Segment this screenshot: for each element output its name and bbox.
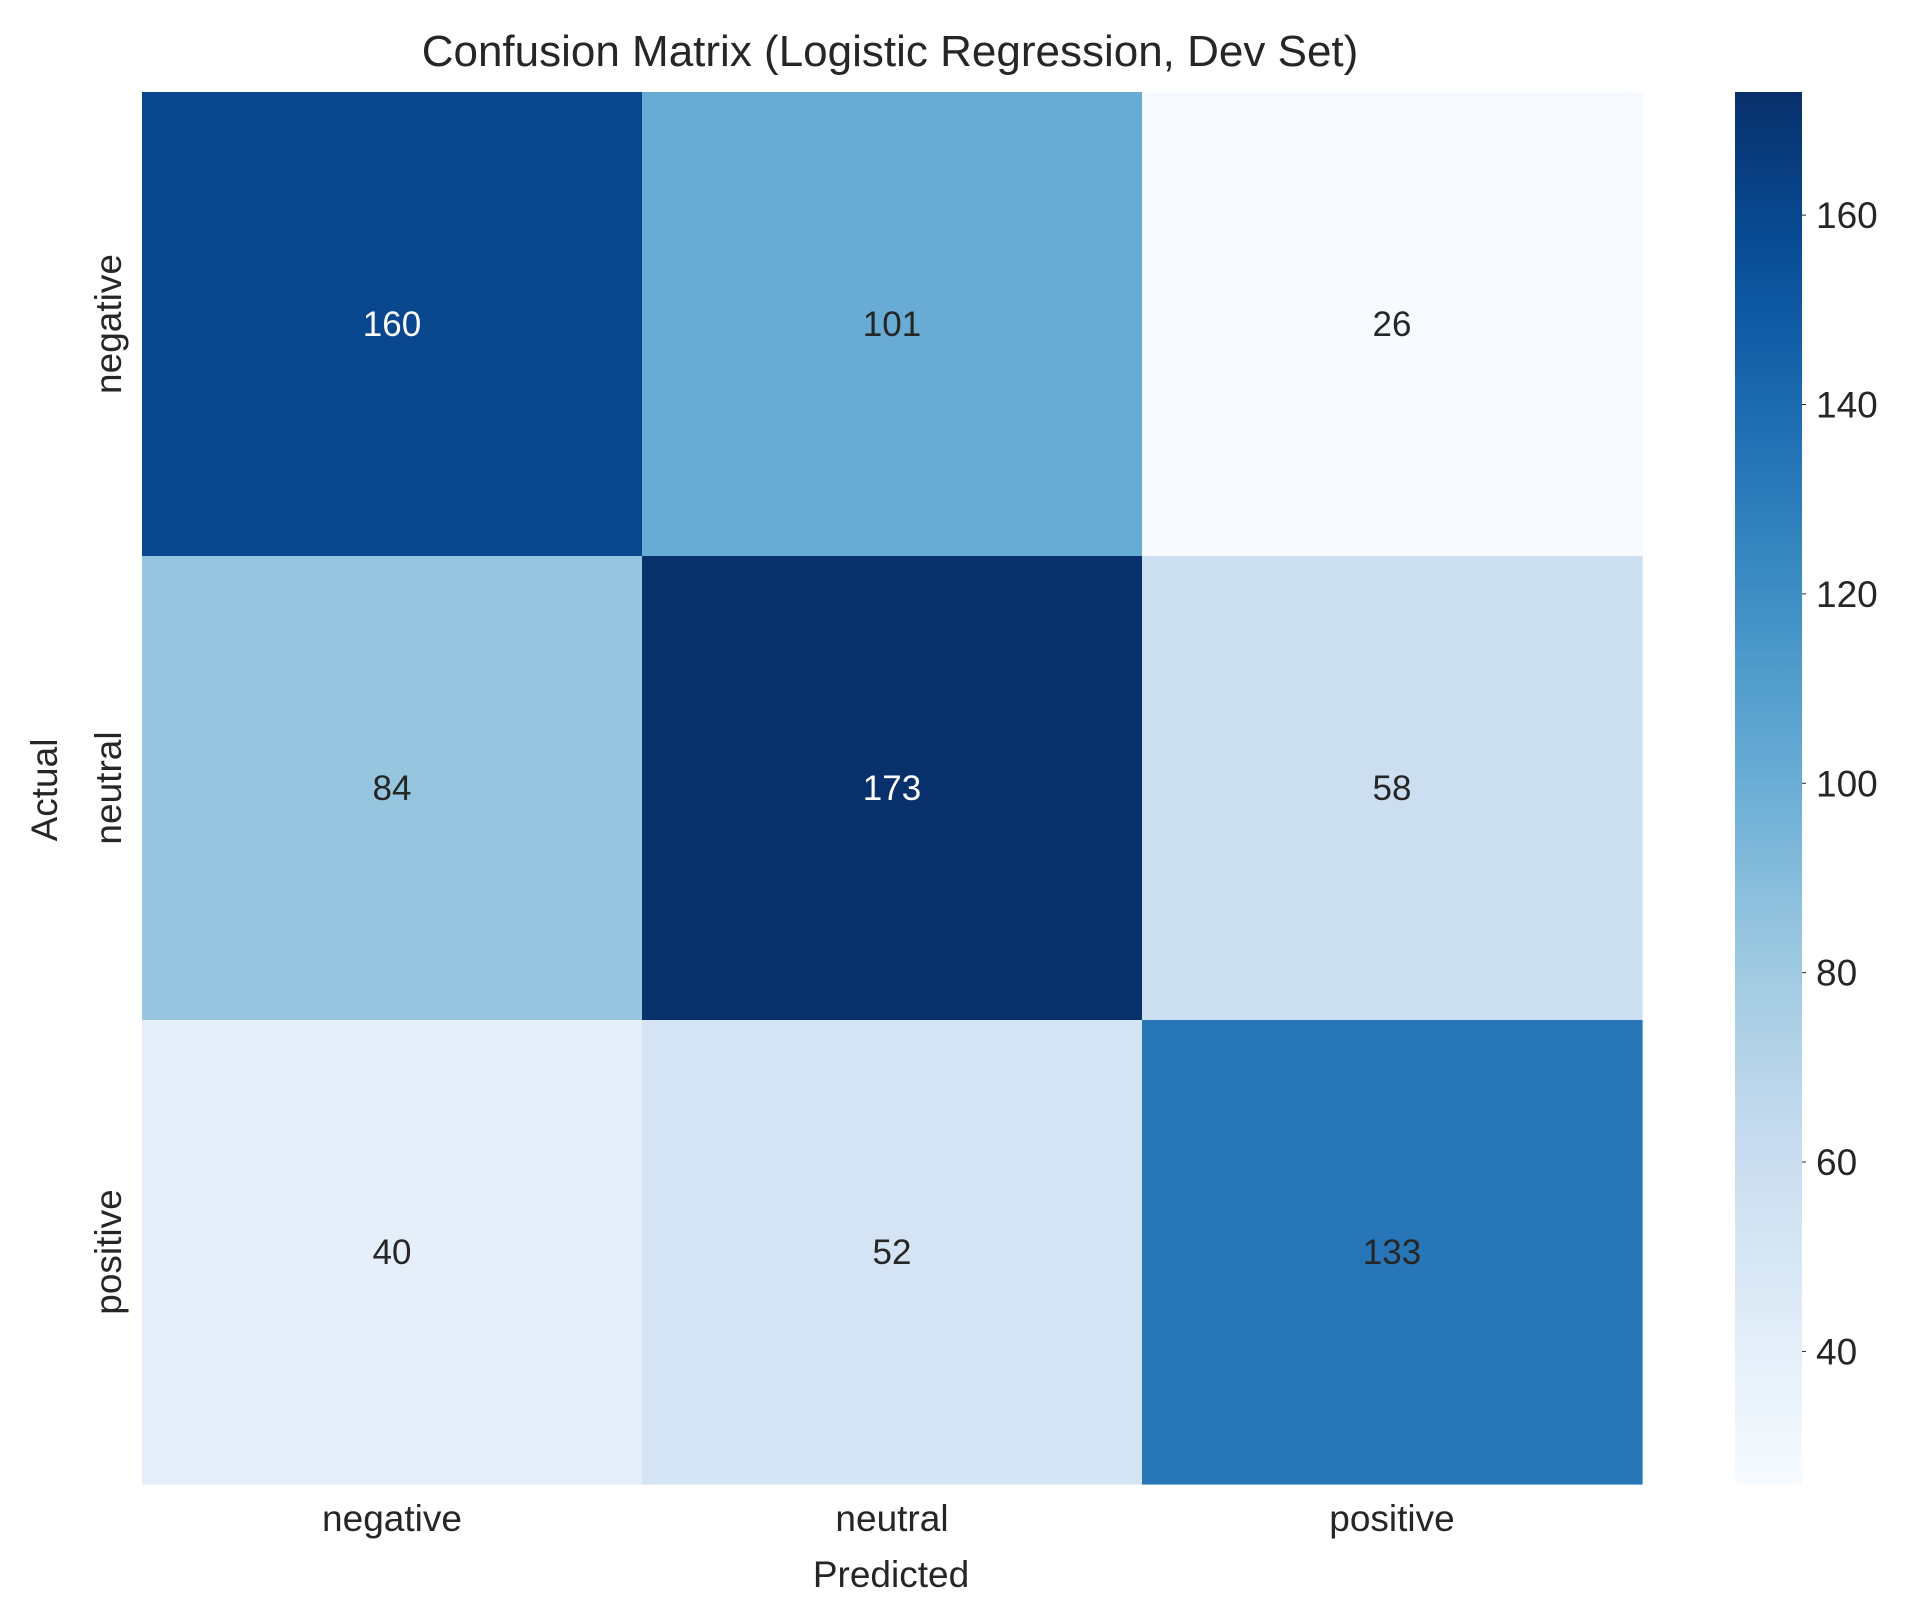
cell-value-label: 160 [363, 305, 421, 344]
colorbar-tick-label: 40 [1816, 1331, 1857, 1372]
heatmap-cell [142, 556, 643, 1021]
chart-title: Confusion Matrix (Logistic Regression, D… [422, 27, 1359, 76]
heatmap-cell [642, 556, 1143, 1021]
cell-value-label: 52 [873, 1233, 912, 1272]
cell-value-label: 40 [373, 1233, 412, 1272]
colorbar-tick-label: 160 [1816, 195, 1878, 236]
x-axis-label: Predicted [813, 1554, 969, 1595]
heatmap-cell [642, 92, 1143, 557]
cell-value-label: 133 [1363, 1233, 1421, 1272]
y-tick-label: neutral [88, 731, 129, 844]
colorbar-tick-labels: 40 60 80 100 120 140 160 [1802, 195, 1878, 1372]
colorbar-gradient [1735, 92, 1802, 1484]
cell-value-label: 26 [1373, 305, 1412, 344]
x-tick-label: positive [1329, 1498, 1454, 1539]
heatmap-cell [1142, 92, 1643, 557]
colorbar: 40 60 80 100 120 140 160 [1735, 92, 1878, 1484]
cell-value-label: 101 [863, 305, 921, 344]
colorbar-tick-label: 140 [1816, 384, 1878, 425]
cell-value-label: 58 [1373, 769, 1412, 808]
colorbar-tick-label: 60 [1816, 1142, 1857, 1183]
colorbar-tick-label: 100 [1816, 763, 1878, 804]
cell-value-label: 84 [373, 769, 412, 808]
x-tick-label: neutral [835, 1498, 948, 1539]
heatmap-cells [142, 92, 1643, 1485]
heatmap-cell [142, 92, 643, 557]
x-tick-label: negative [322, 1498, 462, 1539]
cell-value-label: 173 [863, 769, 921, 808]
heatmap-cell-labels: 160 101 26 84 173 58 40 52 133 [363, 305, 1421, 1272]
y-axis-label: Actual [24, 739, 65, 842]
heatmap-cell [1142, 556, 1643, 1021]
x-tick-labels: negative neutral positive [322, 1498, 1455, 1539]
y-tick-label: negative [88, 254, 129, 394]
colorbar-tick-label: 120 [1816, 574, 1878, 615]
heatmap-cell [1142, 1020, 1643, 1485]
y-tick-labels: negative neutral positive [88, 254, 129, 1315]
colorbar-tick-label: 80 [1816, 953, 1857, 994]
heatmap-cell [142, 1020, 643, 1485]
y-tick-label: positive [88, 1189, 129, 1314]
heatmap-cell [642, 1020, 1143, 1485]
